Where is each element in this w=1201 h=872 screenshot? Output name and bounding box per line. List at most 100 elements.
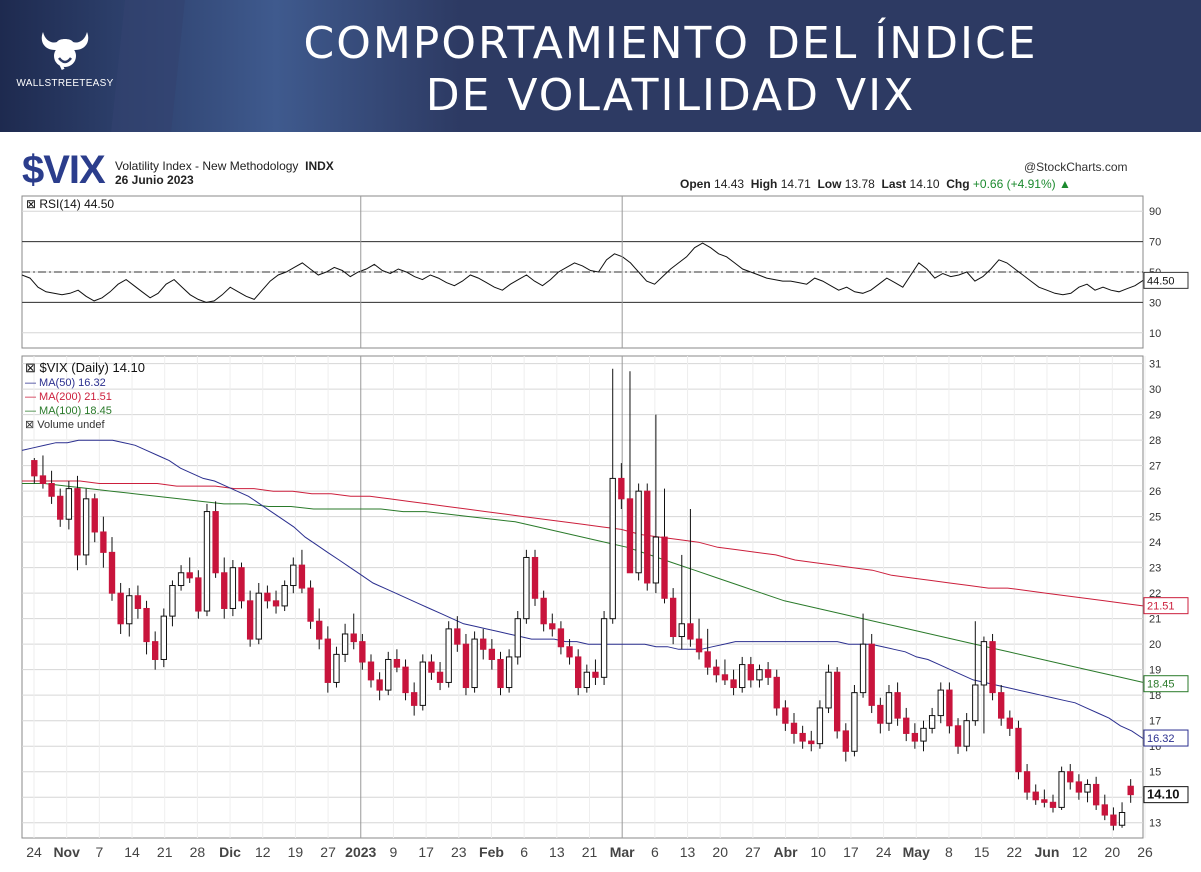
x-tick-label: 9 [390, 844, 398, 860]
x-tick-label: 2023 [345, 844, 376, 860]
candle-body [842, 730, 849, 752]
candle-body [652, 536, 660, 584]
candle-body [592, 671, 599, 678]
candle-body [48, 483, 55, 497]
up-arrow-icon: ▲ [1058, 177, 1071, 191]
candle-body [238, 567, 245, 602]
candle-body [324, 638, 332, 683]
ticker-description-text: Volatility Index - New Methodology [115, 159, 299, 173]
price-legend-entry: ⊠ $VIX (Daily) 14.10 [25, 360, 145, 375]
candle-body [799, 732, 806, 742]
rsi-tick-label: 10 [1149, 328, 1161, 340]
low-value: 13.78 [844, 177, 875, 191]
candle-body [609, 477, 616, 620]
candle-body [782, 707, 789, 724]
high-value: 14.71 [780, 177, 811, 191]
price-legend-entry: ⊠ Volume undef [25, 419, 105, 431]
price-legend-entry: — MA(200) 21.51 [25, 391, 112, 403]
candle-body [341, 633, 349, 655]
candle-body [177, 572, 185, 587]
candle-body [100, 531, 107, 553]
candle-body [65, 488, 73, 520]
candle-body [82, 498, 90, 556]
price-tick-label: 15 [1149, 767, 1161, 779]
candle-body [980, 641, 988, 686]
chg-value: +0.66 (+4.91%) [972, 177, 1056, 191]
candle-body [419, 661, 426, 706]
banner-title-line2: DE VOLATILIDAD VIX [425, 70, 916, 121]
candle-body [739, 664, 746, 689]
candle-body [531, 556, 539, 599]
candle-body [851, 692, 858, 752]
candle-body [169, 585, 176, 617]
candle-body [920, 727, 927, 742]
candle-body [575, 656, 582, 689]
rsi-tick-label: 30 [1149, 297, 1161, 309]
candle-body [186, 572, 193, 579]
candle-body [134, 595, 142, 609]
x-tick-label: Dic [219, 844, 241, 860]
ticker-symbol: $VIX [22, 148, 106, 192]
candle-body [1049, 801, 1057, 808]
candle-body [894, 692, 901, 719]
x-tick-label: 20 [712, 844, 728, 860]
chart-canvas[interactable]: 1030507090⊠ RSI(14) 44.5044.501314151617… [0, 190, 1201, 872]
rsi-tick-label: 90 [1149, 206, 1161, 218]
ticker-description: Volatility Index - New Methodology INDX [115, 159, 334, 173]
candle-body [756, 669, 763, 681]
rsi-tick-label: 70 [1149, 237, 1161, 249]
candle-body [998, 692, 1005, 719]
x-tick-label: 13 [680, 844, 696, 860]
candle-body [903, 717, 910, 734]
x-tick-label: 20 [1105, 844, 1121, 860]
candle-body [91, 498, 98, 533]
candle-body [833, 671, 841, 732]
x-tick-label: 6 [520, 844, 528, 860]
candle-body [385, 658, 392, 691]
candle-body [497, 658, 504, 689]
open-value: 14.43 [714, 177, 745, 191]
candle-body [264, 592, 271, 602]
candle-body [402, 666, 409, 694]
candle-body [255, 592, 262, 640]
x-tick-label: 8 [945, 844, 953, 860]
candle-body [523, 556, 530, 620]
candle-body [1058, 771, 1065, 808]
candle-body [359, 641, 366, 663]
candle-body [1041, 799, 1048, 803]
x-tick-label: 21 [157, 844, 173, 860]
candle-body [1084, 783, 1091, 793]
x-tick-label: 24 [26, 844, 42, 860]
candle-body [825, 671, 832, 709]
candle-body [635, 490, 642, 574]
candle-body [428, 661, 435, 673]
candle-body [687, 623, 694, 640]
chart-date: 26 Junio 2023 [115, 173, 194, 187]
candle-body [644, 490, 651, 584]
x-tick-label: May [903, 844, 930, 860]
brand-name: WALLSTREETEASY [16, 78, 114, 89]
candle-body [290, 564, 297, 587]
candle-body [160, 615, 167, 660]
x-tick-label: 17 [843, 844, 859, 860]
ma50-line [21, 439, 1144, 739]
price-panel [21, 355, 1144, 839]
price-legend-entry: — MA(50) 16.32 [25, 377, 106, 389]
candle-body [514, 618, 521, 658]
candle-body [367, 661, 375, 681]
ma200-line [22, 480, 1144, 607]
x-tick-label: 28 [190, 844, 206, 860]
x-tick-label: 12 [255, 844, 271, 860]
candle-body [911, 732, 919, 742]
candle-body [74, 488, 81, 556]
candle-body [764, 669, 772, 678]
candle-body [963, 720, 970, 747]
candle-body [126, 595, 133, 625]
candle-body [203, 511, 211, 612]
brand-logo[interactable]: WALLSTREETEASY [10, 28, 120, 108]
ma100-line [22, 483, 1144, 683]
candle-body [410, 692, 418, 706]
candle-body [143, 607, 150, 643]
last-label: Last [881, 177, 907, 191]
candle-body [221, 572, 228, 609]
